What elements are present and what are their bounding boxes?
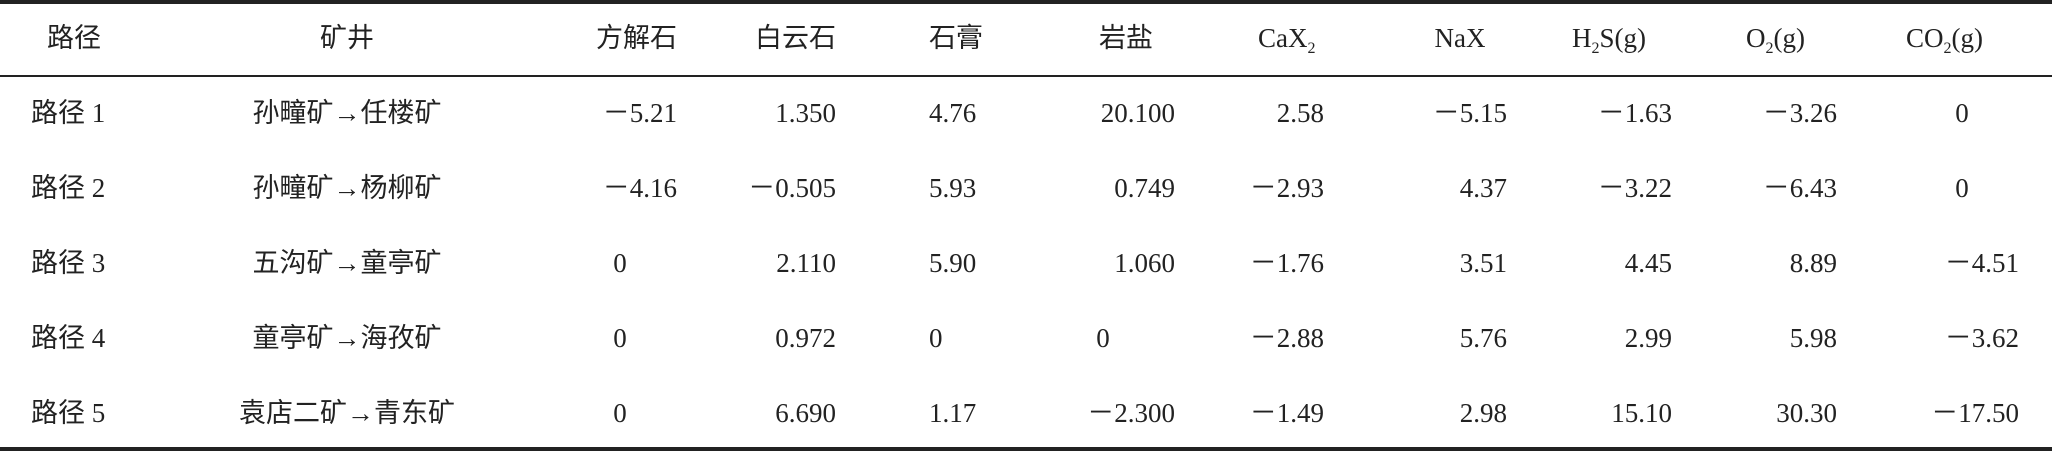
table-top-rule: [0, 0, 2052, 4]
cell-calcite: －4.16: [602, 173, 677, 203]
header-text: O: [1746, 23, 1766, 53]
header-text: 路径: [47, 23, 101, 53]
cell-halite: 20.100: [1100, 98, 1175, 128]
cell-calcite: 0: [613, 248, 627, 278]
cell-co2: －4.51: [1944, 248, 2019, 278]
cell-cax2: －2.88: [1249, 323, 1324, 353]
cell-path: 路径 5: [31, 398, 106, 428]
cell-dolomite: －0.505: [748, 173, 836, 203]
cell-h2s: 4.45: [1624, 248, 1672, 278]
cell-calcite: 0: [613, 323, 627, 353]
cell-h2s: 15.10: [1611, 398, 1672, 428]
header-text: CO: [1906, 23, 1944, 53]
cell-gypsum: 1.17: [929, 398, 977, 428]
cell-h2s: －3.22: [1597, 173, 1672, 203]
header-nax: NaX: [1435, 21, 1486, 55]
cell-calcite: －5.21: [602, 98, 677, 128]
header-gypsum: 石膏: [929, 21, 983, 55]
header-text: 矿井: [320, 23, 374, 53]
cell-dolomite: 1.350: [775, 98, 836, 128]
header-subscript: 2: [1307, 40, 1316, 57]
header-subscript: 2: [1765, 40, 1774, 57]
header-cax2: CaX2: [1258, 21, 1316, 57]
cell-halite: 0.749: [1114, 173, 1175, 203]
header-text: 方解石: [596, 23, 677, 53]
header-text: NaX: [1434, 23, 1486, 53]
cell-co2: 0: [1955, 173, 1969, 203]
header-co2: CO2(g): [1906, 21, 1983, 57]
header-text: 岩盐: [1099, 23, 1153, 53]
cell-nax: 3.51: [1459, 248, 1507, 278]
header-text: CaX: [1258, 23, 1308, 53]
cell-gypsum: 4.76: [929, 98, 977, 128]
cell-path: 路径 3: [31, 248, 106, 278]
header-o2: O2(g): [1746, 21, 1805, 57]
cell-co2: －17.50: [1931, 398, 2019, 428]
cell-nax: 4.37: [1459, 173, 1507, 203]
cell-cax2: －1.76: [1249, 248, 1324, 278]
cell-path: 路径 2: [31, 173, 106, 203]
cell-o2: －3.26: [1762, 98, 1837, 128]
cell-o2: 30.30: [1776, 398, 1837, 428]
header-mine: 矿井: [320, 21, 374, 55]
cell-o2: 8.89: [1789, 248, 1837, 278]
header-halite: 岩盐: [1099, 21, 1153, 55]
cell-h2s: －1.63: [1597, 98, 1672, 128]
cell-mine: 童亭矿→海孜矿: [252, 323, 442, 353]
cell-co2: －3.62: [1944, 323, 2019, 353]
cell-dolomite: 2.110: [776, 248, 836, 278]
cell-dolomite: 0.972: [775, 323, 836, 353]
cell-co2: 0: [1955, 98, 1969, 128]
cell-gypsum: 5.90: [929, 248, 977, 278]
cell-nax: 2.98: [1459, 398, 1507, 428]
table-header-rule: [0, 75, 2052, 77]
header-suffix: (g): [1951, 23, 1983, 53]
cell-o2: －6.43: [1762, 173, 1837, 203]
header-calcite: 方解石: [596, 21, 677, 55]
cell-halite: 1.060: [1114, 248, 1175, 278]
cell-halite: －2.300: [1087, 398, 1175, 428]
cell-path: 路径 1: [31, 98, 106, 128]
header-text: H: [1572, 23, 1592, 53]
cell-halite: 0: [1096, 323, 1110, 353]
cell-dolomite: 6.690: [775, 398, 836, 428]
cell-mine: 袁店二矿→青东矿: [239, 398, 455, 428]
header-suffix: (g): [1773, 23, 1805, 53]
header-text: 石膏: [929, 23, 983, 53]
cell-nax: 5.76: [1459, 323, 1507, 353]
cell-mine: 孙疃矿→杨柳矿: [252, 173, 442, 203]
cell-h2s: 2.99: [1624, 323, 1672, 353]
cell-nax: －5.15: [1432, 98, 1507, 128]
cell-mine: 孙疃矿→任楼矿: [252, 98, 442, 128]
cell-gypsum: 0: [929, 323, 943, 353]
header-text: 白云石: [755, 23, 836, 53]
header-path: 路径: [47, 21, 101, 55]
header-subscript: 2: [1943, 40, 1952, 57]
cell-mine: 五沟矿→童亭矿: [252, 248, 442, 278]
header-suffix: S(g): [1599, 23, 1647, 53]
cell-path: 路径 4: [31, 323, 106, 353]
cell-cax2: 2.58: [1276, 98, 1324, 128]
table-bottom-rule: [0, 447, 2052, 451]
cell-o2: 5.98: [1789, 323, 1837, 353]
header-dolomite: 白云石: [755, 21, 836, 55]
cell-cax2: －1.49: [1249, 398, 1324, 428]
header-subscript: 2: [1591, 40, 1600, 57]
header-h2s: H2S(g): [1572, 21, 1647, 57]
cell-calcite: 0: [613, 398, 627, 428]
cell-cax2: －2.93: [1249, 173, 1324, 203]
cell-gypsum: 5.93: [929, 173, 977, 203]
